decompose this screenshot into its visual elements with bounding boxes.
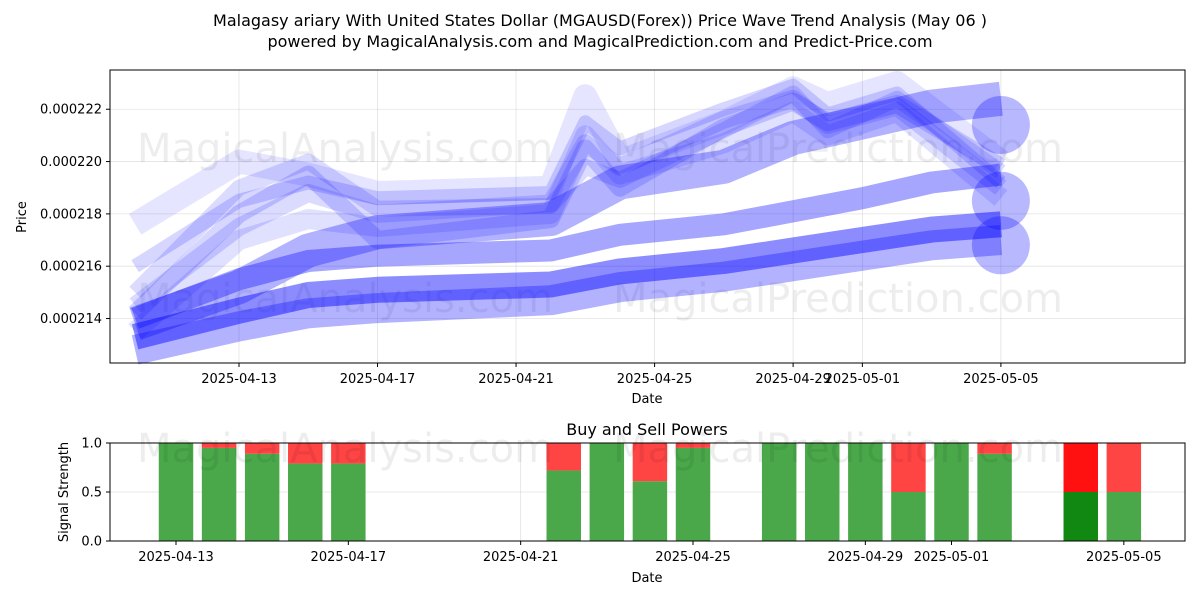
sell-bar [1106,443,1142,492]
sell-bar [891,443,926,492]
price-plot-frame [109,69,1186,364]
chart-title-line1: Malagasy ariary With United States Dolla… [213,11,987,30]
price-y-tick-label: 0.000218 [40,207,102,222]
buy-bar [977,453,1012,541]
price-x-tick-label: 2025-05-05 [963,372,1039,387]
price-x-tick-label: 2025-04-25 [617,372,693,387]
sell-bar [201,443,237,448]
price-y-ticks: 0.000214 0.000216 0.000218 0.000220 0.000222 [40,103,110,327]
buy-bar [1106,492,1142,541]
price-series-line [129,89,1007,313]
sell-bar [244,443,280,454]
price-grid [110,70,1185,363]
sell-bar [288,443,323,464]
signal-x-tick-label: 2025-04-13 [138,550,214,565]
price-y-tick-label: 0.000222 [40,103,102,118]
signal-x-tick-label: 2025-04-21 [483,550,559,565]
signal-panel-title: Buy and Sell Powers [566,420,728,439]
signal-x-tick-label: 2025-05-01 [914,550,990,565]
sell-bar [546,443,581,471]
sell-bar [331,443,366,464]
chart-title-line2: powered by MagicalAnalysis.com and Magic… [267,32,932,51]
buy-bar [158,443,194,541]
price-series-line [131,78,1006,273]
sell-bar [632,443,668,482]
signal-y-tick-label: 0.0 [81,535,102,550]
price-watermark-3: MagicalAnalysis.com [137,276,553,322]
buy-bar [848,443,883,541]
signal-y-ticks: 0.0 0.5 1.0 [81,437,110,550]
price-series-group [128,71,1009,365]
signal-watermark-1: MagicalAnalysis.com [137,426,553,472]
signal-x-ticks: 2025-04-13 2025-04-17 2025-04-21 2025-04-25… [138,541,1162,565]
buy-bar [331,463,366,541]
price-series-line [128,71,1009,235]
price-watermark-1: MagicalAnalysis.com [137,126,553,172]
signal-x-axis-label: Date [631,571,662,586]
price-series-line [131,163,1003,329]
price-watermark-2: MagicalPrediction.com [613,126,1063,172]
price-series-line [128,101,1008,340]
price-y-tick-label: 0.000216 [40,260,102,275]
price-x-tick-label: 2025-04-29 [755,372,831,387]
sell-bar [1063,443,1098,492]
price-series-line [131,211,1002,350]
price-series-line [129,85,1006,299]
signal-y-tick-label: 1.0 [81,437,102,452]
signal-x-tick-label: 2025-04-25 [655,550,731,565]
price-y-tick-label: 0.000220 [40,155,102,170]
price-x-tick-label: 2025-04-13 [201,372,277,387]
price-x-tick-label: 2025-05-01 [825,372,901,387]
buy-bar [244,453,280,541]
price-series-line [128,92,1006,320]
signal-watermark-2: MagicalPrediction.com [613,426,1063,472]
price-x-tick-label: 2025-04-17 [340,372,416,387]
buy-bar [288,463,323,541]
signal-y-tick-label: 0.5 [81,486,102,501]
signal-x-tick-label: 2025-04-17 [311,550,387,565]
signal-x-tick-label: 2025-04-29 [828,550,904,565]
price-endpoint-marker [971,171,1030,230]
price-panel: MagicalAnalysis.com MagicalPrediction.co… [15,69,1186,407]
buy-bar [201,447,237,541]
price-x-ticks: 2025-04-13 2025-04-17 2025-04-21 2025-04-25… [201,363,1039,387]
buy-bar [589,443,625,541]
price-x-axis-label: Date [631,392,662,407]
buy-bar [761,443,797,541]
buy-bar [805,443,840,541]
price-series-line [129,81,1003,340]
price-y-axis-label: Price [15,201,30,233]
sell-bar [977,443,1012,454]
price-endpoint-marker [971,216,1030,275]
buy-bar [675,447,711,541]
sell-bar [675,443,711,448]
price-y-tick-label: 0.000214 [40,312,102,327]
signal-bars-group [158,443,1142,541]
price-endpoint-group [971,95,1030,275]
signal-y-axis-label: Signal Strength [57,442,72,542]
signal-x-tick-label: 2025-05-05 [1086,550,1162,565]
signal-panel: Buy and Sell Powers MagicalAnalysis.com … [57,420,1186,586]
buy-bar [546,470,581,541]
buy-bar [632,481,668,541]
buy-bar [891,492,926,541]
price-endpoint-marker [971,95,1030,154]
price-series-line [131,225,1003,365]
price-watermark-4: MagicalPrediction.com [613,276,1063,322]
price-x-tick-label: 2025-04-21 [478,372,554,387]
buy-bar [1063,492,1098,541]
price-plot-area [110,70,1185,363]
buy-bar [934,443,969,541]
